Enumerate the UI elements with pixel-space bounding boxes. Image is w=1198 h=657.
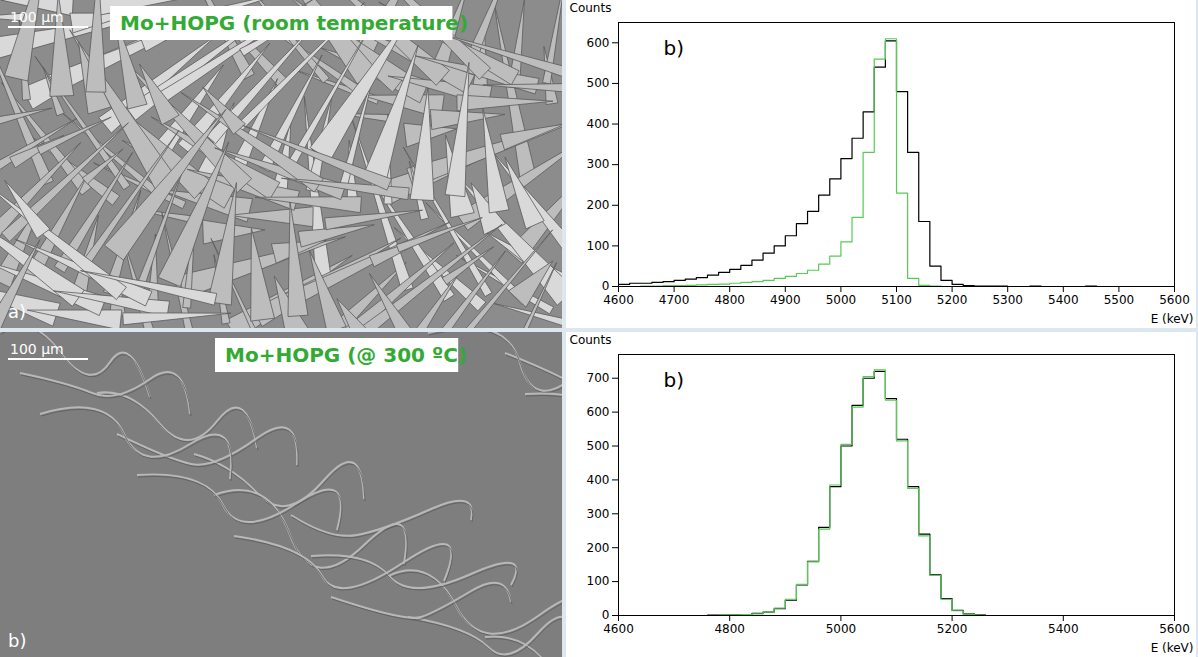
svg-text:5500: 5500 [1104,293,1135,307]
svg-text:4800: 4800 [714,293,745,307]
svg-text:600: 600 [587,36,610,50]
svg-text:E (keV): E (keV) [1151,641,1194,655]
svg-text:400: 400 [587,473,610,487]
svg-text:4900: 4900 [770,293,801,307]
svg-text:500: 500 [587,76,610,90]
svg-text:5200: 5200 [937,293,968,307]
svg-text:700: 700 [587,371,610,385]
svg-text:5400: 5400 [1048,293,1079,307]
svg-text:5400: 5400 [1048,622,1079,636]
svg-text:5200: 5200 [937,622,968,636]
svg-text:5600: 5600 [1159,622,1190,636]
svg-text:0: 0 [602,279,610,293]
svg-text:600: 600 [587,405,610,419]
svg-text:a): a) [8,301,26,322]
svg-text:100: 100 [587,239,610,253]
svg-text:100 µm: 100 µm [10,341,64,357]
svg-text:500: 500 [587,439,610,453]
svg-text:Counts: Counts [570,333,612,347]
svg-text:5300: 5300 [992,293,1023,307]
svg-text:400: 400 [587,117,610,131]
svg-text:300: 300 [587,507,610,521]
svg-text:b): b) [664,36,685,60]
svg-text:b): b) [664,368,685,392]
svg-text:4800: 4800 [714,622,745,636]
svg-text:b): b) [8,630,26,651]
svg-text:5000: 5000 [826,622,857,636]
svg-text:100: 100 [587,574,610,588]
svg-text:Mo+HOPG (room temperature): Mo+HOPG (room temperature) [120,11,468,35]
svg-text:5600: 5600 [1159,293,1190,307]
svg-text:0: 0 [602,608,610,622]
svg-text:4600: 4600 [603,622,634,636]
svg-text:5100: 5100 [881,293,912,307]
svg-text:200: 200 [587,541,610,555]
svg-text:200: 200 [587,198,610,212]
svg-text:4700: 4700 [659,293,690,307]
svg-text:Mo+HOPG (@ 300 ºC): Mo+HOPG (@ 300 ºC) [225,343,467,367]
svg-text:100 µm: 100 µm [10,9,64,25]
svg-text:4600: 4600 [603,293,634,307]
svg-text:5000: 5000 [826,293,857,307]
svg-text:300: 300 [587,157,610,171]
svg-text:Counts: Counts [570,1,612,15]
svg-text:E (keV): E (keV) [1151,312,1194,326]
